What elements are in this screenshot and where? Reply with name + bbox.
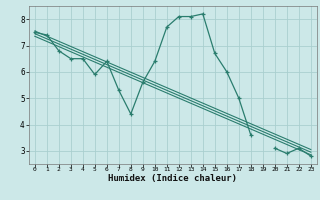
X-axis label: Humidex (Indice chaleur): Humidex (Indice chaleur)	[108, 174, 237, 183]
